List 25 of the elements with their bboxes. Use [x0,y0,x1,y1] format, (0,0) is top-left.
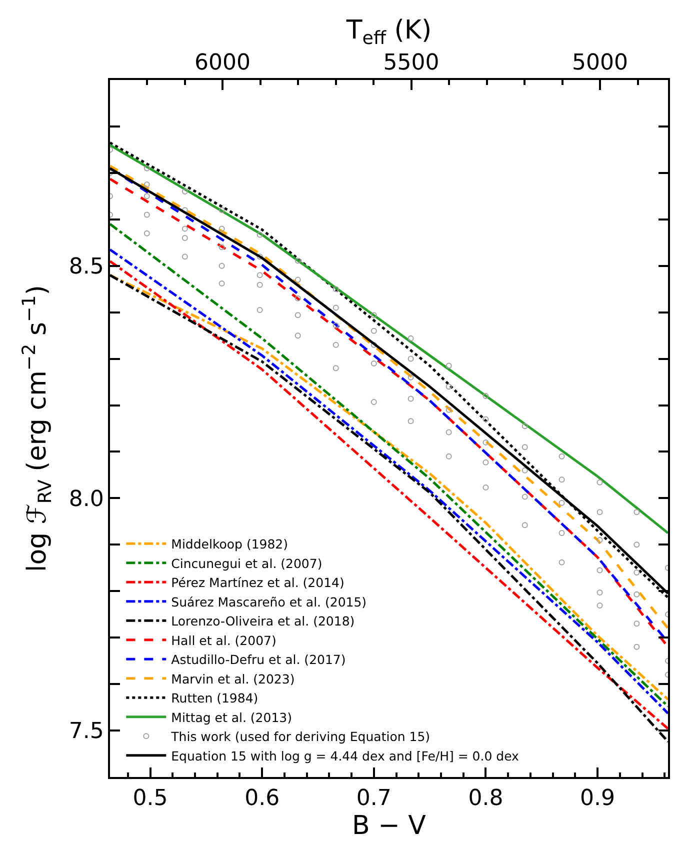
x-tick-label: 0.6 [244,786,280,812]
y-tick-label: 8.5 [68,254,104,280]
legend-label: Astudillo-Defru et al. (2017) [171,652,346,668]
legend-label: Lorenzo-Oliveira et al. (2018) [171,614,355,629]
legend-label: Cincunegui et al. (2007) [171,556,322,571]
x2-tick-label: 5500 [383,50,440,76]
legend-label: Mittag et al. (2013) [171,710,292,725]
legend-label: Suárez Mascareño et al. (2015) [171,594,367,610]
legend-label: This work (used for deriving Equation 15) [170,729,430,744]
legend-label: Rutten (1984) [171,690,258,706]
legend-label: Pérez Martínez et al. (2014) [171,575,344,590]
x-tick-label: 0.7 [356,786,392,812]
x-tick-label: 0.5 [132,786,168,812]
x2-tick-label: 5000 [572,50,628,76]
legend-label: Equation 15 with log g = 4.44 dex and [Fe/H] = 0.0 dex [171,748,519,764]
legend-label: Hall et al. (2007) [171,632,276,648]
x2-tick-label: 6000 [194,50,251,76]
y-tick-label: 8.0 [68,486,104,512]
legend-label: Middelkoop (1982) [171,536,288,552]
x-tick-label: 0.8 [468,786,504,812]
x-tick-label: 0.9 [580,786,616,812]
legend-label: Marvin et al. (2023) [171,671,295,686]
x-axis-title: B − V [352,811,426,842]
y-tick-label: 7.5 [68,719,104,744]
x2-axis-title: T$_{eff}$ (K) [345,15,432,49]
